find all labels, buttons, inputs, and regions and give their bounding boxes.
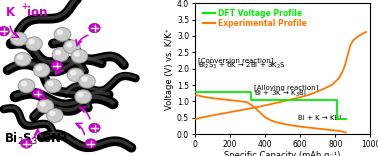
Circle shape	[85, 139, 96, 148]
Circle shape	[22, 82, 26, 86]
Circle shape	[71, 71, 76, 75]
Circle shape	[26, 37, 42, 51]
Legend: DFT Voltage Profile, Experimental Profile: DFT Voltage Profile, Experimental Profil…	[200, 6, 310, 31]
Circle shape	[14, 52, 31, 66]
Circle shape	[0, 27, 9, 36]
Y-axis label: Voltage (V) vs. K/K⁺: Voltage (V) vs. K/K⁺	[165, 28, 174, 110]
Circle shape	[54, 27, 71, 41]
Circle shape	[50, 111, 55, 115]
Circle shape	[74, 52, 79, 56]
Circle shape	[71, 49, 88, 63]
Circle shape	[82, 77, 87, 81]
Circle shape	[48, 82, 53, 86]
Text: Bi$_2$S$_3$-CNT: Bi$_2$S$_3$-CNT	[4, 131, 70, 147]
Circle shape	[89, 123, 100, 133]
Circle shape	[56, 51, 60, 55]
Circle shape	[18, 55, 23, 59]
Text: K: K	[6, 6, 15, 19]
Circle shape	[18, 79, 35, 93]
Circle shape	[29, 40, 34, 44]
X-axis label: Specific Capacity (mAh g⁻¹): Specific Capacity (mAh g⁻¹)	[225, 151, 341, 156]
Text: +: +	[22, 2, 28, 11]
Circle shape	[37, 99, 54, 113]
Circle shape	[75, 90, 91, 104]
Text: [Conversion reaction]: [Conversion reaction]	[198, 58, 273, 64]
Circle shape	[51, 61, 62, 70]
Circle shape	[45, 79, 61, 93]
Circle shape	[14, 35, 19, 39]
Circle shape	[64, 40, 80, 54]
Circle shape	[79, 74, 95, 88]
Circle shape	[33, 63, 50, 77]
Circle shape	[52, 48, 69, 61]
Text: Bi + K → KBi: Bi + K → KBi	[298, 115, 342, 121]
Circle shape	[11, 32, 27, 46]
Circle shape	[21, 139, 32, 148]
Circle shape	[57, 30, 62, 34]
Circle shape	[40, 102, 45, 106]
Circle shape	[78, 93, 83, 97]
Text: [Alloying reaction]: [Alloying reaction]	[254, 84, 319, 91]
Circle shape	[46, 109, 63, 122]
Circle shape	[67, 43, 72, 47]
Circle shape	[37, 66, 42, 70]
Circle shape	[89, 23, 100, 33]
Circle shape	[32, 89, 43, 98]
Text: Bi + 3K → K$_3$Bi: Bi + 3K → K$_3$Bi	[254, 89, 307, 99]
Text: Bi$_2$S$_3$ + 6K → 2Bi + 3K$_2$S: Bi$_2$S$_3$ + 6K → 2Bi + 3K$_2$S	[198, 61, 285, 71]
Text: ion: ion	[27, 6, 48, 19]
Circle shape	[67, 68, 84, 82]
